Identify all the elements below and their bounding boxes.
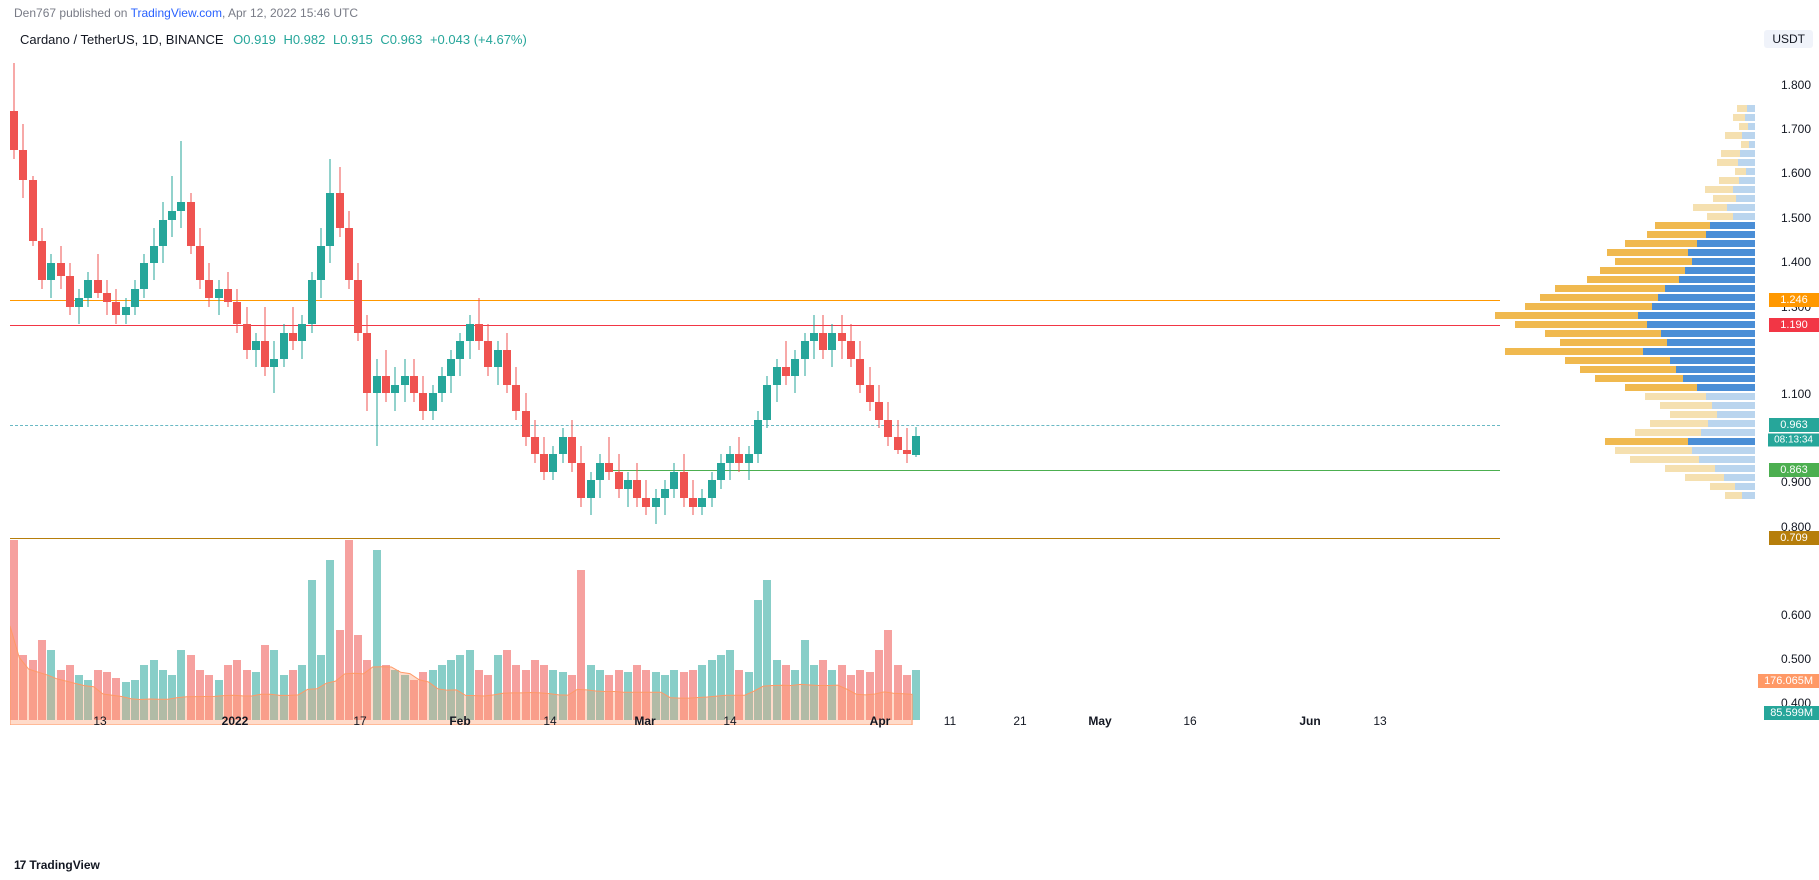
x-tick: Mar bbox=[634, 714, 655, 728]
volume-profile-row bbox=[1645, 393, 1755, 400]
volume-ma-line bbox=[10, 560, 960, 725]
volume-profile-row bbox=[1625, 384, 1755, 391]
x-tick: 16 bbox=[1183, 714, 1196, 728]
x-tick: 21 bbox=[1013, 714, 1026, 728]
x-tick: May bbox=[1088, 714, 1111, 728]
volume-profile-row bbox=[1710, 483, 1755, 490]
price-label: 1.246 bbox=[1769, 293, 1819, 307]
horizontal-line[interactable] bbox=[10, 300, 1500, 301]
horizontal-line[interactable] bbox=[10, 325, 1500, 326]
y-tick: 1.600 bbox=[1781, 166, 1811, 180]
x-tick: 13 bbox=[93, 714, 106, 728]
volume-profile-row bbox=[1515, 321, 1755, 328]
volume-profile-row bbox=[1505, 348, 1755, 355]
y-tick: 0.500 bbox=[1781, 652, 1811, 666]
volume-profile-row bbox=[1741, 141, 1755, 148]
y-tick: 1.800 bbox=[1781, 78, 1811, 92]
volume-profile-row bbox=[1525, 303, 1755, 310]
publish-date: Apr 12, 2022 15:46 UTC bbox=[228, 6, 358, 20]
volume-profile-row bbox=[1615, 258, 1755, 265]
price-change: +0.043 (+4.67%) bbox=[430, 32, 527, 47]
volume-profile-row bbox=[1560, 339, 1755, 346]
volume-profile-row bbox=[1615, 447, 1755, 454]
price-label: 0.963 bbox=[1769, 418, 1819, 432]
x-tick: 11 bbox=[944, 714, 956, 728]
symbol-pair: Cardano / TetherUS, 1D, BINANCE bbox=[20, 32, 224, 47]
volume-profile-row bbox=[1725, 492, 1755, 499]
volume-profile-row bbox=[1625, 240, 1755, 247]
volume-profile-row bbox=[1580, 366, 1755, 373]
volume-profile-row bbox=[1600, 267, 1755, 274]
volume-profile-row bbox=[1630, 456, 1755, 463]
x-tick: 17 bbox=[353, 714, 366, 728]
volume-profile-row bbox=[1693, 204, 1755, 211]
x-tick: 14 bbox=[543, 714, 556, 728]
price-label: 08:13:34 bbox=[1768, 434, 1819, 447]
volume-profile-row bbox=[1605, 438, 1755, 445]
volume-profile-row bbox=[1565, 357, 1755, 364]
volume-profile-row bbox=[1655, 222, 1755, 229]
horizontal-line[interactable] bbox=[610, 470, 1500, 471]
volume-profile-row bbox=[1737, 105, 1755, 112]
volume-profile-row bbox=[1545, 330, 1755, 337]
volume-profile-row bbox=[1725, 132, 1755, 139]
volume-profile-row bbox=[1495, 312, 1755, 319]
volume-profile-row bbox=[1685, 474, 1755, 481]
currency-label: USDT bbox=[1764, 30, 1813, 48]
x-tick: Apr bbox=[870, 714, 891, 728]
price-label: 176.065M bbox=[1758, 674, 1819, 688]
x-axis: 13 2022 17 Feb 14 Mar 14 Apr 11 21 May 16 Jun 13 bbox=[10, 714, 1500, 734]
x-tick: Feb bbox=[449, 714, 470, 728]
author: Den767 bbox=[14, 6, 56, 20]
volume-profile-row bbox=[1650, 420, 1755, 427]
y-tick: 0.600 bbox=[1781, 608, 1811, 622]
y-tick: 1.400 bbox=[1781, 255, 1811, 269]
price-label: 0.863 bbox=[1769, 463, 1819, 477]
volume-profile-row bbox=[1719, 177, 1755, 184]
tradingview-logo-icon: 17 bbox=[14, 858, 25, 872]
y-axis: USDT 1.8001.7001.6001.5001.4001.3001.100… bbox=[1759, 30, 1819, 720]
volume-profile-row bbox=[1635, 429, 1755, 436]
volume-profile-row bbox=[1705, 186, 1755, 193]
volume-profile-row bbox=[1721, 150, 1755, 157]
publish-header: Den767 published on TradingView.com, Apr… bbox=[14, 6, 358, 20]
y-tick: 1.100 bbox=[1781, 387, 1811, 401]
volume-profile-row bbox=[1665, 465, 1755, 472]
volume-profile bbox=[1475, 50, 1755, 500]
horizontal-line[interactable] bbox=[10, 538, 1500, 539]
volume-profile-row bbox=[1739, 123, 1755, 130]
x-tick: 13 bbox=[1373, 714, 1386, 728]
price-label: 1.190 bbox=[1769, 318, 1819, 332]
volume-profile-row bbox=[1647, 231, 1755, 238]
price-label: 0.709 bbox=[1769, 531, 1819, 545]
symbol-info-bar: Cardano / TetherUS, 1D, BINANCE O0.919 H… bbox=[20, 32, 527, 47]
x-tick: Jun bbox=[1299, 714, 1320, 728]
volume-profile-row bbox=[1713, 195, 1755, 202]
y-tick: 0.900 bbox=[1781, 475, 1811, 489]
x-tick: 14 bbox=[723, 714, 736, 728]
site-link[interactable]: TradingView.com bbox=[131, 6, 222, 20]
volume-profile-row bbox=[1660, 402, 1755, 409]
volume-profile-row bbox=[1733, 114, 1755, 121]
volume-profile-row bbox=[1717, 159, 1755, 166]
volume-profile-row bbox=[1670, 411, 1755, 418]
volume-profile-row bbox=[1540, 294, 1755, 301]
tradingview-watermark: 17TradingView bbox=[14, 858, 100, 872]
volume-profile-row bbox=[1607, 249, 1755, 256]
volume-profile-row bbox=[1587, 276, 1755, 283]
volume-profile-row bbox=[1595, 375, 1755, 382]
volume-profile-row bbox=[1707, 213, 1755, 220]
volume-profile-row bbox=[1555, 285, 1755, 292]
volume-profile-row bbox=[1735, 168, 1755, 175]
y-tick: 1.500 bbox=[1781, 211, 1811, 225]
x-tick: 2022 bbox=[222, 714, 249, 728]
price-label: 85.599M bbox=[1764, 706, 1819, 720]
y-tick: 1.700 bbox=[1781, 122, 1811, 136]
